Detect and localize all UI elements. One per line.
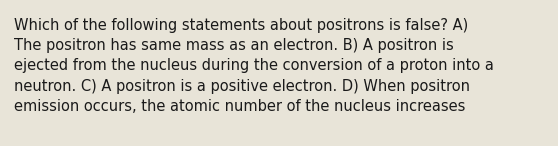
Text: Which of the following statements about positrons is false? A)
The positron has : Which of the following statements about …: [14, 18, 494, 114]
